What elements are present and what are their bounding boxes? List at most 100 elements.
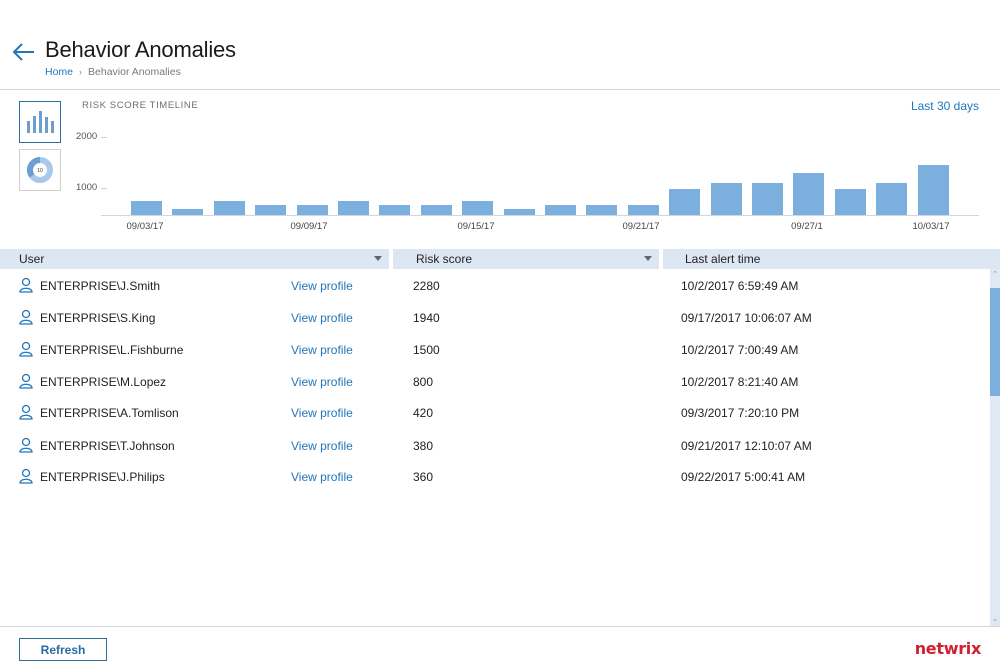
- table-row: ENTERPRISE\J.Philips View profile 360 09…: [0, 461, 990, 491]
- view-profile-link[interactable]: View profile: [291, 375, 353, 389]
- risk-score: 2280: [413, 279, 440, 293]
- chart-bar[interactable]: [131, 201, 162, 215]
- breadcrumb: Home › Behavior Anomalies: [45, 66, 181, 78]
- x-tick-label: 09/03/17: [126, 221, 164, 232]
- view-profile-link[interactable]: View profile: [291, 311, 353, 325]
- x-axis-line: [101, 215, 979, 216]
- donut-chart-icon: 10: [27, 157, 53, 183]
- chart-bar[interactable]: [296, 204, 328, 215]
- table-scrollbar[interactable]: ⌃ ⌄: [990, 269, 1000, 626]
- user-icon: [19, 277, 33, 293]
- period-selector-link[interactable]: Last 30 days: [910, 99, 979, 113]
- chart-bar[interactable]: [545, 204, 576, 215]
- footer-divider: [0, 626, 1000, 627]
- last-alert-time: 10/2/2017 8:21:40 AM: [681, 375, 799, 389]
- view-profile-link[interactable]: View profile: [291, 279, 353, 293]
- scrollbar-thumb[interactable]: [990, 288, 1000, 396]
- users-table-body: ENTERPRISE\J.Smith View profile 2280 10/…: [0, 269, 990, 625]
- donut-chart-view-button[interactable]: 10: [19, 149, 61, 191]
- table-row: ENTERPRISE\S.King View profile 1940 09/1…: [0, 302, 990, 332]
- chart-bar[interactable]: [710, 182, 742, 215]
- sort-down-icon: [374, 256, 382, 261]
- user-icon: [19, 404, 33, 420]
- chart-bar[interactable]: [172, 208, 204, 215]
- scroll-up-icon[interactable]: ⌃: [992, 271, 998, 278]
- sort-down-icon: [644, 256, 652, 261]
- bar-chart-view-button[interactable]: [19, 101, 61, 143]
- last-alert-time: 09/17/2017 10:06:07 AM: [681, 311, 812, 325]
- x-tick-label: 09/27/1: [791, 221, 823, 232]
- view-profile-link[interactable]: View profile: [291, 343, 353, 357]
- chart-bar[interactable]: [793, 173, 825, 215]
- risk-score: 380: [413, 439, 434, 453]
- scroll-down-icon[interactable]: ⌄: [992, 616, 998, 623]
- user-icon: [19, 373, 33, 389]
- breadcrumb-separator-icon: ›: [79, 67, 83, 77]
- table-row: ENTERPRISE\J.Smith View profile 2280 10/…: [0, 270, 990, 300]
- risk-score-chart: 2000 1000 09/03/17 09/09/17 09/15/17 09/…: [0, 120, 1000, 240]
- risk-score: 800: [413, 375, 434, 389]
- chart-bar[interactable]: [379, 204, 411, 215]
- y-tick-label: 1000: [76, 182, 98, 193]
- risk-score: 360: [413, 470, 434, 484]
- chart-bar[interactable]: [669, 188, 701, 215]
- risk-score: 1500: [413, 343, 440, 357]
- chart-bar[interactable]: [834, 188, 866, 215]
- last-alert-time: 09/21/2017 12:10:07 AM: [681, 439, 812, 453]
- user-icon: [19, 437, 33, 453]
- table-row: ENTERPRISE\T.Johnson View profile 380 09…: [0, 430, 990, 460]
- page-title: Behavior Anomalies: [45, 37, 236, 62]
- back-button[interactable]: [10, 38, 38, 66]
- chart-bar[interactable]: [752, 182, 783, 215]
- chart-bar[interactable]: [586, 204, 618, 215]
- risk-score: 420: [413, 406, 434, 420]
- breadcrumb-current: Behavior Anomalies: [88, 66, 181, 78]
- x-tick-label: 09/15/17: [457, 221, 495, 232]
- user-name: ENTERPRISE\S.King: [40, 311, 156, 325]
- user-name: ENTERPRISE\L.Fishburne: [40, 343, 184, 357]
- column-header-last-alert-time[interactable]: Last alert time: [663, 249, 1000, 269]
- table-row: ENTERPRISE\A.Tomlison View profile 420 0…: [0, 397, 990, 427]
- svg-text:10: 10: [37, 168, 43, 174]
- user-name: ENTERPRISE\J.Philips: [40, 470, 165, 484]
- chart-bar[interactable]: [420, 204, 452, 215]
- last-alert-time: 10/2/2017 7:00:49 AM: [681, 343, 799, 357]
- breadcrumb-home-link[interactable]: Home: [45, 66, 74, 78]
- risk-score: 1940: [413, 311, 440, 325]
- bar-chart-icon: [27, 111, 54, 133]
- chart-bar[interactable]: [627, 204, 659, 215]
- column-header-risk-score[interactable]: Risk score: [393, 249, 659, 269]
- view-profile-link[interactable]: View profile: [291, 406, 353, 420]
- user-icon: [19, 468, 33, 484]
- refresh-button[interactable]: Refresh: [19, 638, 107, 661]
- table-header: User Risk score Last alert time: [0, 249, 1000, 269]
- table-row: ENTERPRISE\M.Lopez View profile 800 10/2…: [0, 366, 990, 396]
- user-name: ENTERPRISE\T.Johnson: [40, 439, 175, 453]
- netwrix-logo: netwrix: [914, 639, 982, 658]
- chart-bar[interactable]: [213, 201, 245, 215]
- y-tick-label: 2000: [76, 131, 98, 142]
- x-tick-label: 09/21/17: [622, 221, 660, 232]
- user-name: ENTERPRISE\A.Tomlison: [40, 406, 179, 420]
- chart-title: RISK SCORE TIMELINE: [82, 100, 199, 111]
- user-icon: [19, 309, 33, 325]
- chart-bar[interactable]: [876, 182, 908, 215]
- chart-bar[interactable]: [338, 201, 369, 215]
- column-header-user[interactable]: User: [0, 249, 389, 269]
- last-alert-time: 10/2/2017 6:59:49 AM: [681, 279, 799, 293]
- view-profile-link[interactable]: View profile: [291, 470, 353, 484]
- chart-bar[interactable]: [255, 204, 287, 215]
- chart-bar[interactable]: [462, 201, 494, 215]
- y-tick-mark: [101, 137, 107, 138]
- user-name: ENTERPRISE\J.Smith: [40, 279, 161, 293]
- page-header: Behavior Anomalies Home › Behavior Anoma…: [0, 0, 1000, 90]
- x-tick-label: 09/09/17: [290, 221, 328, 232]
- view-profile-link[interactable]: View profile: [291, 439, 353, 453]
- chart-bar[interactable]: [917, 165, 949, 215]
- table-row: ENTERPRISE\L.Fishburne View profile 1500…: [0, 334, 990, 364]
- last-alert-time: 09/22/2017 5:00:41 AM: [681, 470, 806, 484]
- arrow-left-icon: [12, 43, 34, 61]
- last-alert-time: 09/3/2017 7:20:10 PM: [681, 406, 800, 420]
- chart-bar[interactable]: [503, 209, 535, 215]
- y-tick-mark: [101, 188, 107, 189]
